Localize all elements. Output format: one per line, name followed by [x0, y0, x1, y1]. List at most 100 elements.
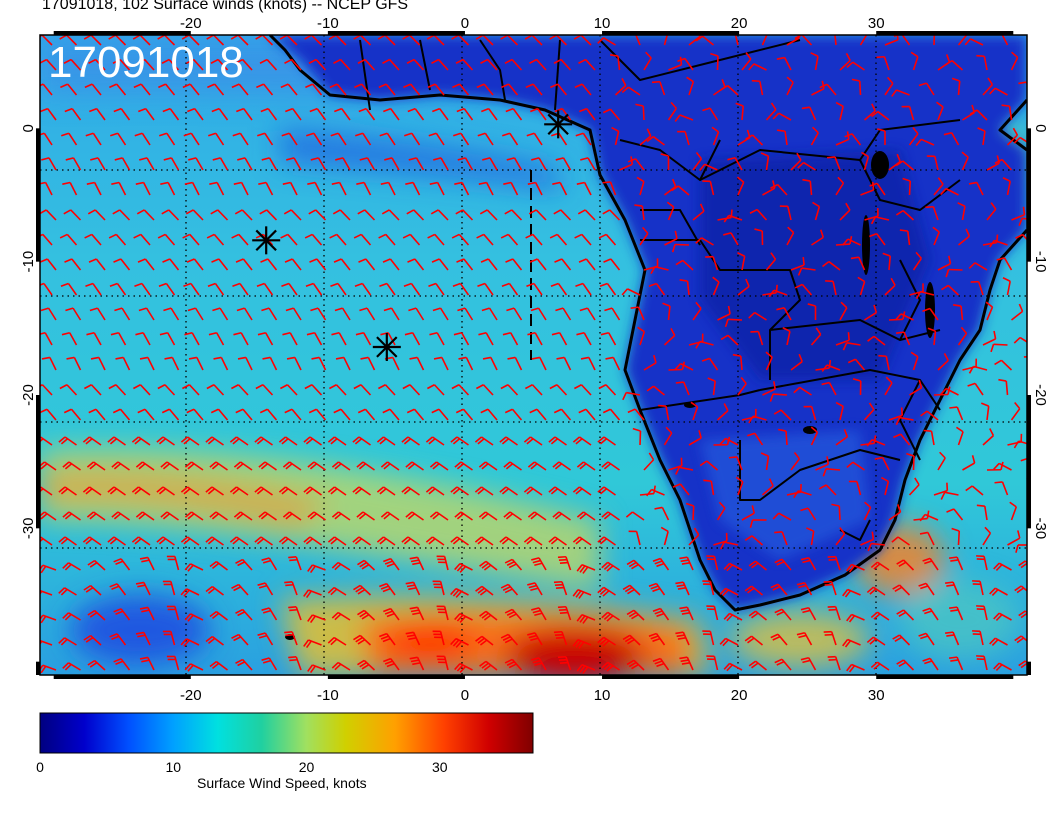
wind-barb — [303, 486, 322, 496]
wind-barb — [902, 177, 912, 196]
wind-barb — [107, 436, 126, 446]
wind-barb — [84, 83, 102, 96]
wind-barb — [380, 181, 396, 196]
wind-barb — [433, 681, 444, 695]
wind-barb — [135, 581, 151, 596]
wind-barb — [574, 384, 592, 396]
wind-barb — [636, 176, 645, 196]
wind-barb — [662, 302, 671, 321]
axis-band-bottom — [602, 675, 740, 679]
wind-barb — [113, 608, 131, 621]
wind-barb — [826, 156, 841, 171]
wind-barb — [531, 356, 547, 371]
wind-barb — [353, 35, 372, 46]
wind-barb — [230, 35, 249, 46]
wind-barb — [306, 132, 323, 146]
wind-barb — [161, 408, 180, 421]
wind-barb — [186, 408, 204, 421]
wind-barb — [908, 127, 919, 146]
wind-barb — [802, 178, 813, 196]
wind-barb — [481, 107, 498, 121]
wind-barb — [719, 437, 739, 446]
wind-barb — [674, 362, 694, 371]
wind-barb — [628, 530, 641, 546]
wind-barb — [88, 58, 106, 71]
wind-barb — [111, 181, 127, 196]
wind-barb — [910, 51, 919, 71]
wind-barb — [888, 504, 902, 521]
wind-barb — [352, 436, 371, 446]
wind-barb — [425, 536, 445, 546]
wind-barb — [455, 209, 474, 221]
wind-barb — [803, 405, 817, 421]
wind-barb — [503, 181, 519, 196]
wind-barb — [288, 606, 302, 621]
wind-barb — [209, 511, 228, 521]
wind-barb — [479, 660, 498, 671]
wind-barb — [284, 581, 298, 596]
wind-barb — [810, 327, 822, 346]
wind-barb — [376, 436, 396, 446]
wind-barb — [922, 557, 939, 571]
wind-barb — [933, 35, 936, 46]
wind-barb — [504, 209, 523, 221]
wind-barb — [649, 684, 665, 695]
wind-barb — [383, 607, 400, 621]
lon-tick-bottom: 20 — [731, 687, 748, 704]
lon-tick-top: -10 — [317, 15, 339, 32]
wind-barb — [427, 384, 445, 396]
wind-barb — [870, 661, 890, 671]
wind-barb — [231, 633, 249, 646]
wind-barb — [1010, 51, 1019, 71]
wind-barb — [379, 582, 396, 596]
wind-barb — [231, 233, 249, 246]
wind-barb — [66, 356, 82, 371]
wind-barb — [84, 686, 101, 695]
wind-barb — [84, 233, 102, 246]
wind-barb — [184, 331, 200, 346]
wind-barb — [884, 76, 894, 96]
wind-barb — [994, 359, 1013, 371]
wind-barb — [233, 331, 249, 346]
wind-barb — [500, 233, 519, 246]
wind-barb — [284, 408, 302, 421]
wind-barb — [554, 258, 572, 271]
wind-barb — [529, 58, 547, 71]
wind-barb — [549, 233, 568, 246]
wind-barb — [454, 181, 470, 196]
wind-barb — [557, 555, 572, 571]
wind-barb — [652, 557, 670, 571]
wind-barb — [576, 181, 592, 196]
wind-barb — [333, 258, 351, 271]
wind-barb — [723, 214, 743, 223]
wind-barb — [260, 107, 278, 121]
wind-barb — [736, 176, 745, 196]
wind-barb — [663, 426, 673, 446]
wind-barb — [158, 282, 176, 296]
wind-barb — [526, 282, 543, 296]
wind-barb — [1032, 179, 1042, 195]
wind-barb — [893, 685, 910, 695]
wind-barb — [850, 256, 866, 271]
wind-barb — [553, 630, 568, 646]
wind-barb — [993, 462, 1012, 471]
wind-barb — [695, 340, 714, 349]
wind-barb — [235, 608, 253, 621]
wind-barb — [481, 307, 498, 321]
wind-barb — [720, 334, 739, 346]
wind-barb — [327, 536, 347, 546]
wind-barb — [429, 181, 445, 196]
wind-barb — [1002, 177, 1011, 196]
wind-barb — [135, 511, 155, 521]
wind-barb — [231, 583, 249, 596]
wind-barb — [210, 408, 229, 421]
wind-barb — [962, 455, 976, 471]
wind-barb — [926, 155, 939, 171]
wind-barb — [524, 35, 543, 46]
wind-barb — [871, 110, 890, 121]
wind-barb — [428, 282, 445, 296]
wind-barb — [475, 585, 494, 596]
lon-tick-bottom: 10 — [594, 687, 611, 704]
wind-barb — [846, 61, 865, 71]
wind-barb — [626, 609, 645, 621]
